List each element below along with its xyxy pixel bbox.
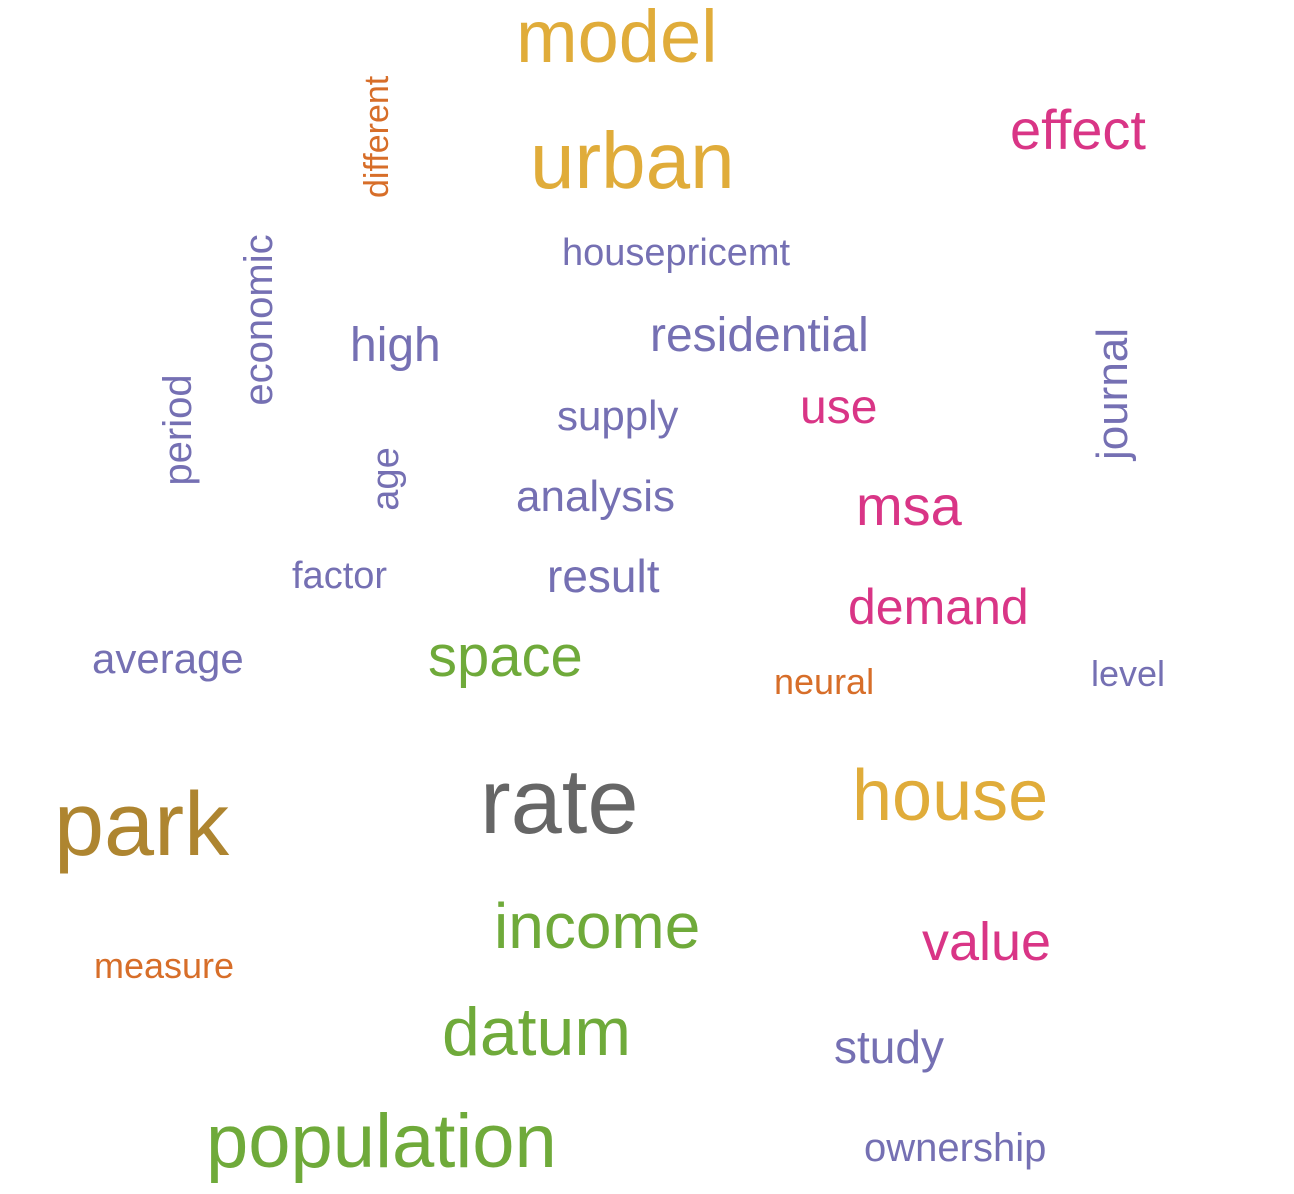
- word-journal: journal: [1088, 327, 1137, 461]
- word-effect: effect: [1010, 98, 1146, 161]
- word-economic: economic: [237, 234, 281, 406]
- word-period: period: [156, 374, 200, 486]
- word-datum: datum: [442, 994, 631, 1070]
- word-ownership: ownership: [864, 1126, 1047, 1170]
- word-age: age: [365, 447, 407, 511]
- word-urban: urban: [530, 116, 735, 205]
- word-supply: supply: [557, 392, 679, 439]
- word-housepricemt: housepricemt: [562, 232, 791, 274]
- word-value: value: [922, 912, 1052, 972]
- word-different: different: [358, 75, 396, 198]
- word-high: high: [350, 319, 441, 372]
- word-residential: residential: [650, 309, 869, 362]
- word-neural: neural: [774, 661, 875, 702]
- word-level: level: [1091, 653, 1166, 694]
- word-average: average: [92, 635, 244, 682]
- word-space: space: [428, 624, 583, 689]
- word-result: result: [547, 550, 660, 602]
- word-analysis: analysis: [516, 472, 675, 521]
- word-study: study: [834, 1021, 944, 1073]
- word-factor: factor: [292, 555, 388, 597]
- word-rate: rate: [480, 751, 639, 853]
- word-income: income: [494, 890, 701, 962]
- word-model: model: [516, 0, 718, 78]
- word-park: park: [54, 775, 230, 875]
- word-measure: measure: [94, 945, 235, 986]
- word-use: use: [800, 381, 878, 434]
- word-house: house: [852, 756, 1049, 836]
- word-population: population: [206, 1099, 557, 1184]
- word-demand: demand: [848, 579, 1029, 635]
- word-msa: msa: [856, 474, 962, 537]
